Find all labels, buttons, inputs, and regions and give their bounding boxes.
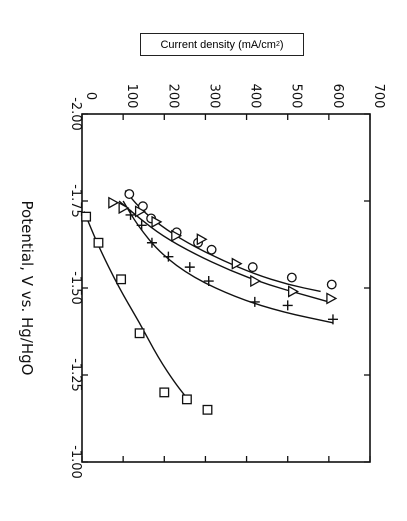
fit-curve-square [83,211,192,404]
label-suffix: ) [279,38,284,51]
triangle-point [326,292,338,305]
current-density-label: Current density (mA/cm 2) [140,33,304,56]
current-tick-label: 600 [330,84,345,109]
potential-tick-label: -1.75 [68,184,83,218]
triangle-point [288,285,299,298]
circle-point [326,279,337,290]
triangle-point [171,229,183,242]
potential-tick-label: -1.25 [68,358,83,392]
label-prefix: Current density (mA/cm [160,38,276,51]
square-point [202,404,213,415]
plus-point [327,314,338,325]
current-tick-label: 700 [371,84,386,109]
label-sup: 2 [275,41,280,48]
tick-layer: 0 100 200 300 400 500 600 700 -2.00 -1.75 -1.50 -1.… [18,84,386,479]
potential-tick-label: -2.00 [68,97,83,131]
current-tick-label: 0 [83,92,98,100]
plus-point [125,209,136,220]
circle-point [286,272,297,283]
square-point [134,328,145,339]
square-point [93,237,104,248]
plus-point [136,220,147,231]
fit-curve-triangle [118,200,330,303]
plus-point [203,276,214,287]
square-point [116,274,127,285]
current-tick-label: 300 [206,84,221,109]
circle-point [206,244,217,255]
square-point [181,394,192,405]
marker-layer [81,189,338,415]
square-point [81,211,92,222]
plus-point [163,251,174,262]
triangle-point [151,215,163,228]
circle-point [124,189,135,199]
fit-curve-circle [124,190,321,293]
current-tick-label: 400 [248,84,263,109]
triangle-point [118,201,130,215]
triangle-point [134,205,146,218]
plus-point [146,237,157,248]
plus-point [282,300,293,311]
current-tick-label: 100 [124,84,139,109]
plot-frame [81,113,371,463]
potential-tick-label: -1.50 [68,271,83,305]
potential-tick-label: -1.00 [68,445,83,479]
triangle-point [250,274,262,288]
triangle-point [108,196,120,209]
triangle-point [231,257,243,270]
plus-point [249,296,260,307]
current-tick-label: 200 [165,84,180,109]
circle-point [247,262,258,273]
plus-point [184,262,195,273]
chart-frame [81,113,371,463]
triangle-point [196,233,208,246]
square-point [159,387,170,398]
current-tick-label: 500 [289,84,304,109]
curve-layer [83,190,334,404]
potential-axis-title: Potential, V vs. Hg/HgO [18,201,36,376]
